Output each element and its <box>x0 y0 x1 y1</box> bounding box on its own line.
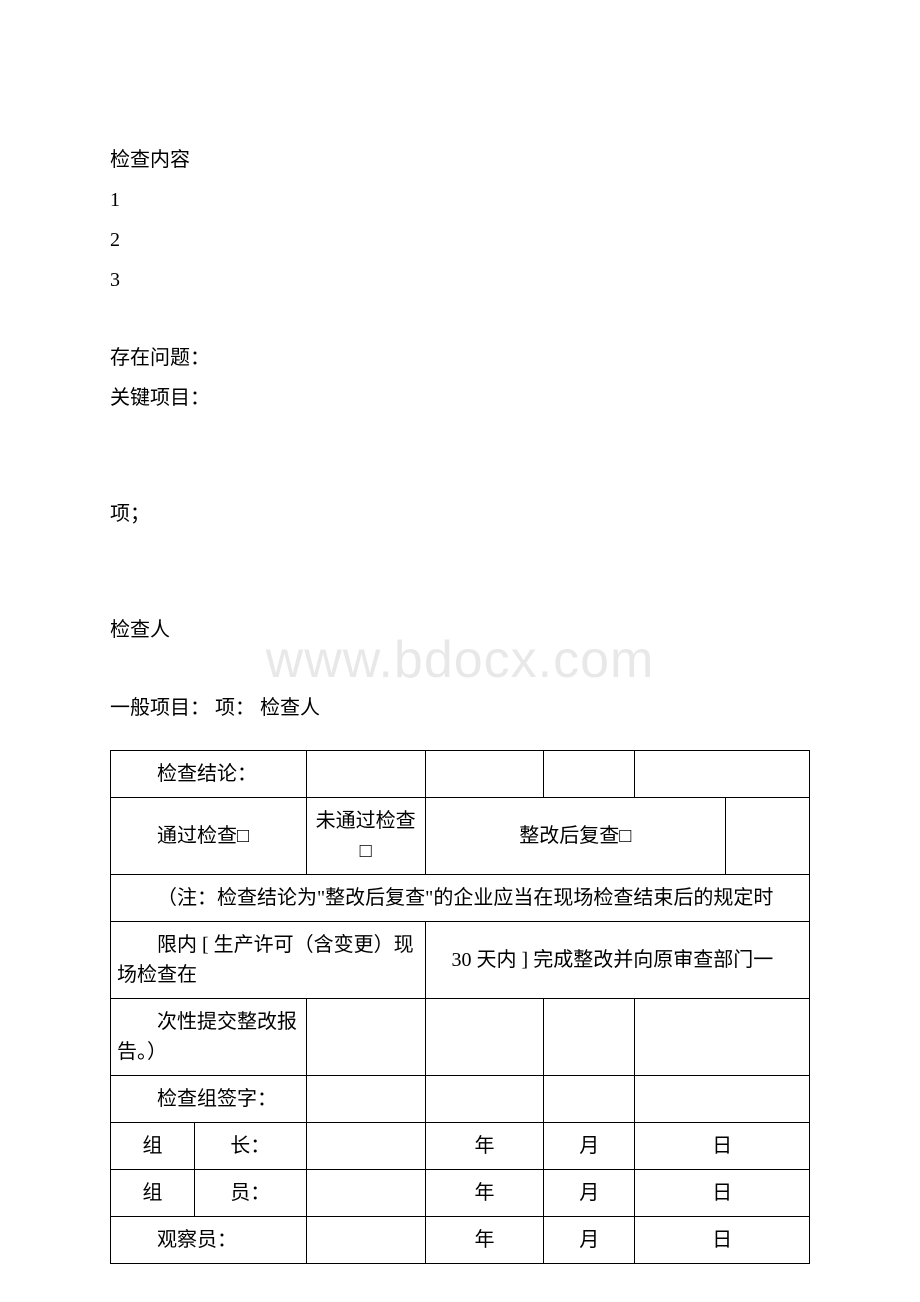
table-row: 组 长： 年 月 日 <box>111 1123 810 1170</box>
table-row: （注：检查结论为"整改后复查"的企业应当在现场检查结束后的规定时 <box>111 875 810 922</box>
cell-empty <box>635 751 810 798</box>
table-row: 限内 [ 生产许可（含变更）现场检查在 30 天内 ] 完成整改并向原审查部门一 <box>111 922 810 999</box>
cell-empty <box>306 1217 425 1264</box>
line-check-content: 检查内容 <box>110 140 810 180</box>
cell-year: 年 <box>425 1170 544 1217</box>
cell-empty <box>306 1170 425 1217</box>
cell-note-line1: （注：检查结论为"整改后复查"的企业应当在现场检查结束后的规定时 <box>111 875 810 922</box>
cell-year: 年 <box>425 1123 544 1170</box>
cell-day: 日 <box>635 1217 810 1264</box>
cell-day: 日 <box>635 1123 810 1170</box>
table-row: 组 员： 年 月 日 <box>111 1170 810 1217</box>
table-row: 次性提交整改报告。） <box>111 999 810 1076</box>
cell-empty <box>425 751 544 798</box>
cell-note-line2b: 30 天内 ] 完成整改并向原审查部门一 <box>425 922 809 999</box>
cell-observer: 观察员： <box>111 1217 307 1264</box>
cell-empty <box>544 1076 635 1123</box>
table-row: 检查结论： <box>111 751 810 798</box>
table-row: 通过检查□ 未通过检查□ 整改后复查□ <box>111 798 810 875</box>
cell-pass-check: 通过检查□ <box>111 798 307 875</box>
cell-month: 月 <box>544 1170 635 1217</box>
line-num-3: 3 <box>110 260 810 300</box>
cell-month: 月 <box>544 1217 635 1264</box>
cell-empty <box>425 999 544 1076</box>
line-general-items: 一般项目： 项： 检查人 <box>110 688 810 728</box>
cell-empty <box>425 1076 544 1123</box>
line-num-2: 2 <box>110 220 810 260</box>
cell-empty <box>306 999 425 1076</box>
cell-empty <box>306 1123 425 1170</box>
line-issues: 存在问题： <box>110 338 810 378</box>
line-item-count: 项； <box>110 494 810 534</box>
cell-member-zu: 组 <box>111 1170 195 1217</box>
line-key-items: 关键项目： <box>110 378 810 418</box>
table-row: 观察员： 年 月 日 <box>111 1217 810 1264</box>
cell-member-yuan: 员： <box>194 1170 306 1217</box>
cell-note-line3: 次性提交整改报告。） <box>111 999 307 1076</box>
cell-reinspect: 整改后复查□ <box>425 798 726 875</box>
line-num-1: 1 <box>110 180 810 220</box>
cell-signature-label: 检查组签字： <box>111 1076 307 1123</box>
document-content: 检查内容 1 2 3 存在问题： 关键项目： 项； 检查人 一般项目： 项： 检… <box>110 140 810 1264</box>
cell-empty <box>635 1076 810 1123</box>
cell-leader-zu: 组 <box>111 1123 195 1170</box>
cell-day: 日 <box>635 1170 810 1217</box>
cell-conclusion-label: 检查结论： <box>111 751 307 798</box>
cell-year: 年 <box>425 1217 544 1264</box>
cell-empty <box>635 999 810 1076</box>
cell-empty <box>306 751 425 798</box>
line-inspector: 检查人 <box>110 610 810 650</box>
cell-month: 月 <box>544 1123 635 1170</box>
table-row: 检查组签字： <box>111 1076 810 1123</box>
conclusion-table: 检查结论： 通过检查□ 未通过检查□ 整改后复查□ （注：检查结论为"整改后复查… <box>110 750 810 1264</box>
cell-not-pass: 未通过检查□ <box>306 798 425 875</box>
cell-leader-zhang: 长： <box>194 1123 306 1170</box>
cell-empty <box>544 751 635 798</box>
upper-text-block: 检查内容 1 2 3 存在问题： 关键项目： 项； 检查人 一般项目： 项： 检… <box>110 140 810 728</box>
cell-empty <box>726 798 810 875</box>
cell-empty <box>306 1076 425 1123</box>
cell-empty <box>544 999 635 1076</box>
cell-note-line2a: 限内 [ 生产许可（含变更）现场检查在 <box>111 922 426 999</box>
